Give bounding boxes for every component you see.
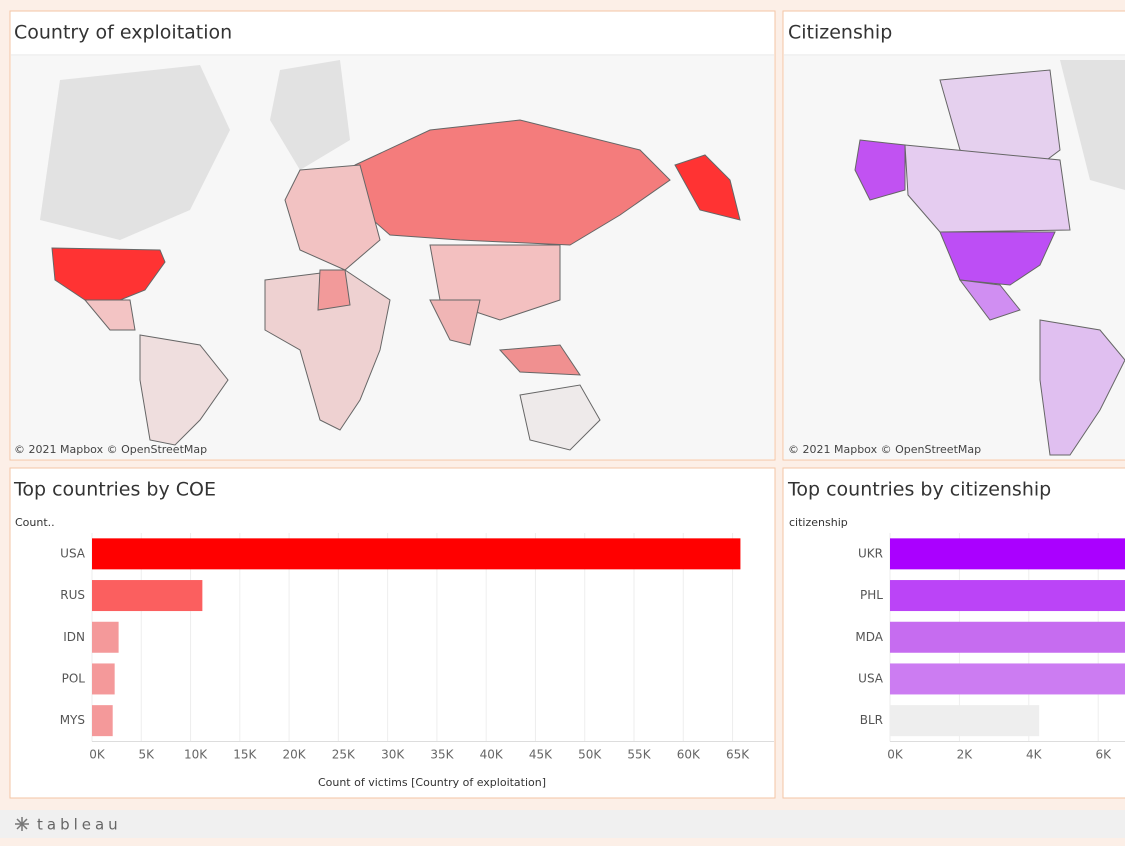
bar [890, 705, 1040, 737]
y-tick-label: IDN [63, 630, 85, 644]
x-tick-label: 30K [381, 748, 405, 762]
x-tick-label: 0K [887, 748, 904, 762]
panel-title: Top countries by COE [13, 479, 216, 501]
landmass [270, 60, 350, 170]
y-tick-label: PHL [860, 588, 883, 602]
x-tick-label: 20K [283, 748, 307, 762]
landmass [1060, 60, 1125, 190]
map-attribution: © 2021 Mapbox © OpenStreetMap [788, 443, 981, 456]
country [674, 154, 741, 221]
x-tick-label: 5K [139, 748, 156, 762]
panel-title: Citizenship [788, 22, 892, 44]
country [429, 299, 481, 346]
country [317, 269, 351, 311]
y-tick-label: UKR [858, 546, 883, 560]
brand[interactable]: tableau [37, 816, 122, 834]
y-tick-label: MDA [855, 630, 883, 644]
map: © 2021 Mapbox © OpenStreetMap [11, 56, 774, 459]
bar [92, 538, 741, 570]
x-tick-label: 45K [529, 748, 553, 762]
bar [890, 663, 1125, 695]
y-tick-label: BLR [860, 713, 883, 727]
y-tick-label: USA [60, 546, 86, 560]
bar [890, 621, 1125, 653]
map-attribution: © 2021 Mapbox © OpenStreetMap [14, 443, 207, 456]
country [51, 247, 166, 301]
country [519, 384, 601, 451]
x-tick-label: 10K [184, 748, 208, 762]
y-tick-label: USA [858, 671, 884, 685]
country [349, 119, 671, 246]
map: © 2021 Mapbox © OpenStreetMap [784, 56, 1125, 459]
x-tick-label: 25K [332, 748, 356, 762]
x-tick-label: 60K [677, 748, 701, 762]
axis-header: citizenship [789, 516, 848, 529]
x-tick-label: 4K [1026, 748, 1043, 762]
y-tick-label: POL [62, 671, 86, 685]
bar [92, 580, 203, 612]
x-tick-label: 65K [726, 748, 750, 762]
country [958, 279, 1021, 321]
x-tick-label: 35K [430, 748, 454, 762]
country [264, 269, 391, 431]
bar [92, 705, 113, 737]
y-tick-label: RUS [60, 588, 85, 602]
x-tick-label: 50K [578, 748, 602, 762]
x-tick-label: 40K [480, 748, 504, 762]
x-tick-label: 0K [89, 748, 106, 762]
country [139, 334, 229, 446]
bar [890, 538, 1125, 570]
tableau-logo [15, 817, 29, 831]
landmass [40, 65, 230, 240]
footer [0, 810, 1125, 838]
axis-header: Count.. [15, 516, 55, 529]
bar-panel [9, 467, 776, 799]
bar [92, 663, 115, 695]
x-axis-title: Count of victims [Country of exploitatio… [318, 776, 546, 789]
country [939, 231, 1056, 286]
country [498, 344, 581, 376]
x-tick-label: 15K [233, 748, 257, 762]
country [1039, 319, 1125, 456]
x-tick-label: 6K [1095, 748, 1112, 762]
bar [92, 621, 119, 653]
country [854, 139, 906, 201]
panel-title: Country of exploitation [14, 22, 232, 44]
country [83, 299, 136, 331]
panel-title: Top countries by citizenship [787, 479, 1051, 501]
y-tick-label: MYS [60, 713, 85, 727]
country [904, 144, 1071, 233]
x-tick-label: 2K [957, 748, 974, 762]
bar [890, 580, 1125, 612]
x-tick-label: 55K [627, 748, 651, 762]
